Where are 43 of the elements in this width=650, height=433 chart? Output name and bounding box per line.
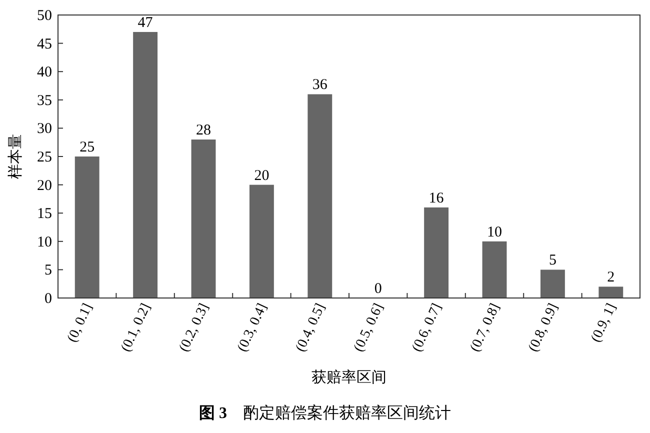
data-label: 16 <box>428 190 444 206</box>
bar <box>191 140 216 298</box>
bar <box>598 286 624 298</box>
y-tick-label: 10 <box>37 234 52 250</box>
y-tick-label: 0 <box>44 291 52 307</box>
x-tick-label: (0, 0.1] <box>64 301 96 345</box>
data-label: 36 <box>312 77 328 94</box>
y-axis-title: 样本量 <box>7 134 24 179</box>
bar <box>424 207 449 298</box>
bar <box>308 94 332 298</box>
data-label: 47 <box>138 14 154 31</box>
y-tick-label: 20 <box>37 178 52 194</box>
y-tick-label: 25 <box>37 150 52 166</box>
data-label: 28 <box>196 122 211 139</box>
text: 图 3 酌定赔偿案件获赔率区间统计 <box>199 404 451 422</box>
x-tick-label: (0.1, 0.2] <box>118 301 154 354</box>
y-tick-label: 40 <box>37 64 52 81</box>
bar <box>540 270 565 298</box>
x-tick-label: (0.2, 0.3] <box>176 301 212 354</box>
x-tick-label: (0.8, 0.9] <box>526 301 562 354</box>
bar <box>74 156 100 298</box>
data-label: 25 <box>80 140 95 156</box>
y-tick-label: 35 <box>37 92 52 109</box>
x-tick-label: (0.5, 0.6] <box>351 301 387 354</box>
data-label: 0 <box>374 281 382 297</box>
x-tick-label: (0.7, 0.8] <box>468 301 504 354</box>
y-tick-label: 30 <box>37 121 52 138</box>
data-label: 20 <box>254 168 270 184</box>
x-tick-label: (0.4, 0.5] <box>293 301 329 354</box>
data-label: 2 <box>607 270 615 286</box>
bar <box>133 32 158 298</box>
x-axis-title: 获赔率区间 <box>312 369 386 386</box>
x-tick-label: (0.6, 0.7] <box>410 301 445 354</box>
y-tick-label: 50 <box>37 8 52 24</box>
y-tick-label: 45 <box>37 36 52 52</box>
data-label: 10 <box>487 224 502 240</box>
x-tick-label: (0.3, 0.4] <box>235 301 270 354</box>
y-tick-label: 5 <box>44 262 52 279</box>
bar <box>482 241 507 298</box>
data-label: 5 <box>548 252 556 269</box>
bar <box>249 184 274 298</box>
y-tick-label: 15 <box>37 206 52 222</box>
x-tick-label: (0.9, 1] <box>588 301 620 345</box>
